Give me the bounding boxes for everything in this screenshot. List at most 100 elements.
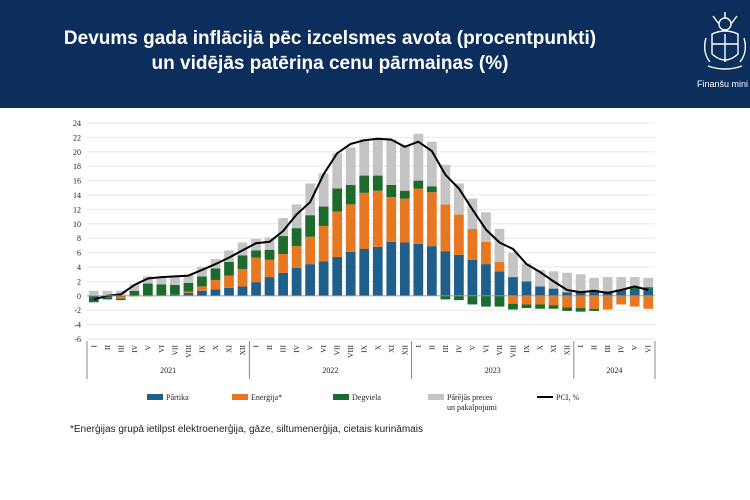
bar-segment (332, 153, 343, 189)
y-tick-label: 22 (73, 133, 81, 142)
bar-segment (291, 204, 302, 229)
bar-segment (508, 295, 518, 304)
bar-segment (170, 277, 180, 285)
bar-segment (210, 289, 221, 296)
legend-label: Degviela (352, 393, 381, 402)
x-tick-label: II (590, 345, 599, 350)
bar-segment (372, 246, 383, 296)
x-tick-label: VII (495, 345, 504, 356)
y-tick-label: 14 (73, 191, 81, 200)
bar-segment (305, 236, 316, 265)
ministry-logo-text: Finanšu mini (697, 79, 749, 89)
y-tick-label: 8 (77, 234, 81, 243)
bar-segment (454, 183, 464, 215)
bar-segment (413, 133, 424, 181)
bar-segment (426, 141, 437, 187)
legend-swatch (232, 394, 248, 400)
x-tick-label: III (603, 345, 612, 353)
footnote: *Enerģijas grupā ietilpst elektroenerģij… (70, 424, 423, 435)
chart-legend: Pārtika Enerģija* Degviela Pārējās precesun… (147, 393, 579, 412)
bar-segment (88, 295, 99, 298)
bar-segment (643, 277, 654, 288)
bar-segment (237, 242, 248, 256)
bar-segment (88, 290, 99, 296)
bar-segment (359, 138, 370, 176)
y-tick-label: 18 (73, 162, 81, 171)
bar-segment (467, 228, 478, 260)
bar-segment (426, 246, 437, 296)
bar-segment (521, 304, 532, 309)
bar-segment (359, 249, 370, 296)
bar-segment (345, 184, 356, 205)
bar-segment (643, 287, 654, 289)
bar-segment (399, 145, 410, 191)
x-tick-label: III (279, 345, 288, 353)
bar-segment (278, 272, 288, 296)
bar-segment (413, 188, 424, 244)
page-title: Devums gada inflācijā pēc izcelsmes avot… (0, 26, 660, 76)
bar-segment (494, 228, 505, 262)
bar-segment (102, 290, 113, 296)
bar-segment (575, 291, 586, 296)
bar-segment (629, 295, 640, 307)
bar-segment (494, 261, 505, 272)
bar-segment (589, 277, 600, 292)
bar-segment (535, 304, 545, 309)
bar-segment (575, 274, 586, 292)
bar-segment (183, 282, 194, 292)
bar-segment (237, 255, 248, 270)
bar-segment (251, 257, 261, 283)
x-tick-label: IV (617, 344, 626, 352)
bar-segment (224, 287, 234, 296)
cpi-line (93, 137, 649, 301)
bar-segment (399, 242, 410, 296)
bar-segment (264, 249, 275, 260)
bar-segment (440, 204, 451, 252)
bar-segment (197, 286, 207, 291)
bar-segment (629, 287, 640, 291)
bar-segment (345, 251, 356, 296)
bar-segment (210, 279, 221, 290)
bar-segment (359, 175, 370, 193)
bar-segment (318, 225, 329, 262)
x-tick-label: VIII (184, 345, 193, 358)
header-banner (0, 0, 750, 108)
bar-segment (318, 261, 329, 296)
bar-segment (197, 276, 207, 287)
x-tick-label: IX (522, 344, 531, 352)
bar-segment (332, 211, 343, 257)
bar-segment (629, 277, 640, 288)
bar-segment (264, 237, 275, 250)
x-tick-label: IX (360, 344, 369, 352)
bar-segment (521, 281, 532, 296)
bar-segment (616, 295, 627, 305)
year-label: 2023 (485, 366, 501, 375)
x-tick-label: III (441, 345, 450, 353)
y-tick-label: -4 (74, 321, 81, 330)
bar-segment (115, 298, 126, 301)
bar-segment (616, 277, 627, 290)
legend-swatch (428, 394, 444, 400)
y-tick-label: 20 (73, 148, 81, 157)
bar-segment (616, 290, 627, 296)
bar-segment (156, 277, 167, 285)
x-tick-label: XI (387, 345, 396, 353)
bar-segment (183, 291, 194, 293)
bar-segment (156, 284, 167, 296)
bar-segment (386, 139, 397, 185)
bar-segment (602, 277, 613, 292)
bar-segment (548, 305, 559, 309)
bar-segment (494, 271, 505, 296)
bar-segment (115, 296, 126, 299)
bar-segment (481, 241, 491, 265)
bar-segment (602, 295, 613, 310)
bar-segment (413, 243, 424, 296)
year-label: 2021 (160, 366, 176, 375)
x-tick-label: V (468, 344, 477, 350)
bar-segment (440, 164, 451, 205)
y-tick-label: 10 (73, 220, 81, 229)
x-tick-label: V (143, 344, 152, 350)
x-tick-label: XII (563, 345, 572, 356)
year-label: 2024 (606, 366, 622, 375)
bar-segment (291, 246, 302, 268)
